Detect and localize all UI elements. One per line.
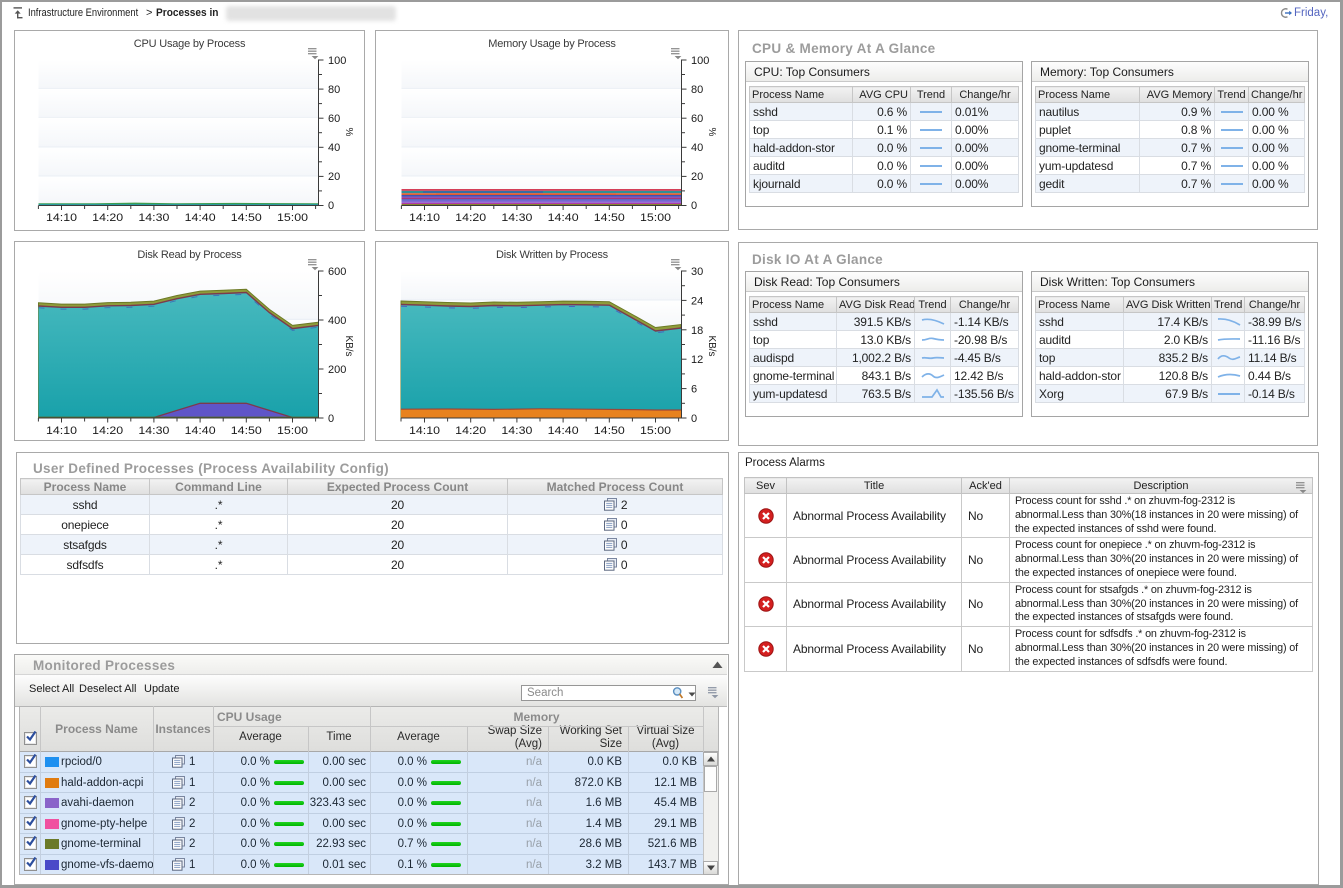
svg-text:14:50: 14:50 — [231, 425, 262, 437]
svg-text:0: 0 — [691, 200, 697, 212]
svg-text:KB/s: KB/s — [343, 335, 354, 356]
svg-text:14:40: 14:40 — [548, 425, 579, 437]
svg-text:%: % — [706, 128, 717, 137]
svg-text:14:20: 14:20 — [455, 212, 486, 224]
svg-text:40: 40 — [691, 142, 703, 154]
svg-text:12: 12 — [691, 354, 703, 366]
svg-text:0: 0 — [691, 413, 697, 425]
svg-text:14:30: 14:30 — [138, 212, 169, 224]
svg-text:24: 24 — [691, 295, 703, 307]
svg-text:18: 18 — [691, 325, 703, 337]
svg-text:20: 20 — [691, 171, 703, 183]
svg-text:0: 0 — [328, 413, 334, 425]
svg-text:14:20: 14:20 — [455, 425, 486, 437]
svg-text:14:30: 14:30 — [138, 425, 169, 437]
svg-text:40: 40 — [328, 142, 340, 154]
svg-text:14:50: 14:50 — [594, 212, 625, 224]
svg-text:14:10: 14:10 — [46, 425, 77, 437]
svg-text:14:30: 14:30 — [501, 212, 532, 224]
svg-text:6: 6 — [691, 384, 697, 396]
svg-text:15:00: 15:00 — [277, 425, 308, 437]
svg-text:14:20: 14:20 — [92, 212, 123, 224]
svg-text:80: 80 — [328, 84, 340, 96]
svg-text:15:00: 15:00 — [640, 425, 671, 437]
svg-text:100: 100 — [328, 55, 346, 67]
svg-text:600: 600 — [328, 266, 346, 278]
svg-text:15:00: 15:00 — [640, 212, 671, 224]
svg-text:14:30: 14:30 — [501, 425, 532, 437]
svg-text:30: 30 — [691, 266, 703, 278]
svg-text:100: 100 — [691, 55, 709, 67]
svg-text:KB/s: KB/s — [706, 335, 717, 356]
svg-text:14:50: 14:50 — [594, 425, 625, 437]
svg-text:20: 20 — [328, 171, 340, 183]
svg-text:200: 200 — [328, 364, 346, 376]
svg-text:0: 0 — [328, 200, 334, 212]
svg-text:14:40: 14:40 — [185, 212, 216, 224]
svg-text:60: 60 — [691, 113, 703, 125]
svg-text:14:50: 14:50 — [231, 212, 262, 224]
svg-text:400: 400 — [328, 315, 346, 327]
svg-text:60: 60 — [328, 113, 340, 125]
svg-text:14:20: 14:20 — [92, 425, 123, 437]
svg-text:14:10: 14:10 — [46, 212, 77, 224]
svg-text:80: 80 — [691, 84, 703, 96]
svg-text:14:10: 14:10 — [409, 212, 440, 224]
svg-text:14:10: 14:10 — [409, 425, 440, 437]
svg-text:14:40: 14:40 — [185, 425, 216, 437]
svg-text:%: % — [343, 128, 354, 137]
svg-text:15:00: 15:00 — [277, 212, 308, 224]
svg-text:14:40: 14:40 — [548, 212, 579, 224]
